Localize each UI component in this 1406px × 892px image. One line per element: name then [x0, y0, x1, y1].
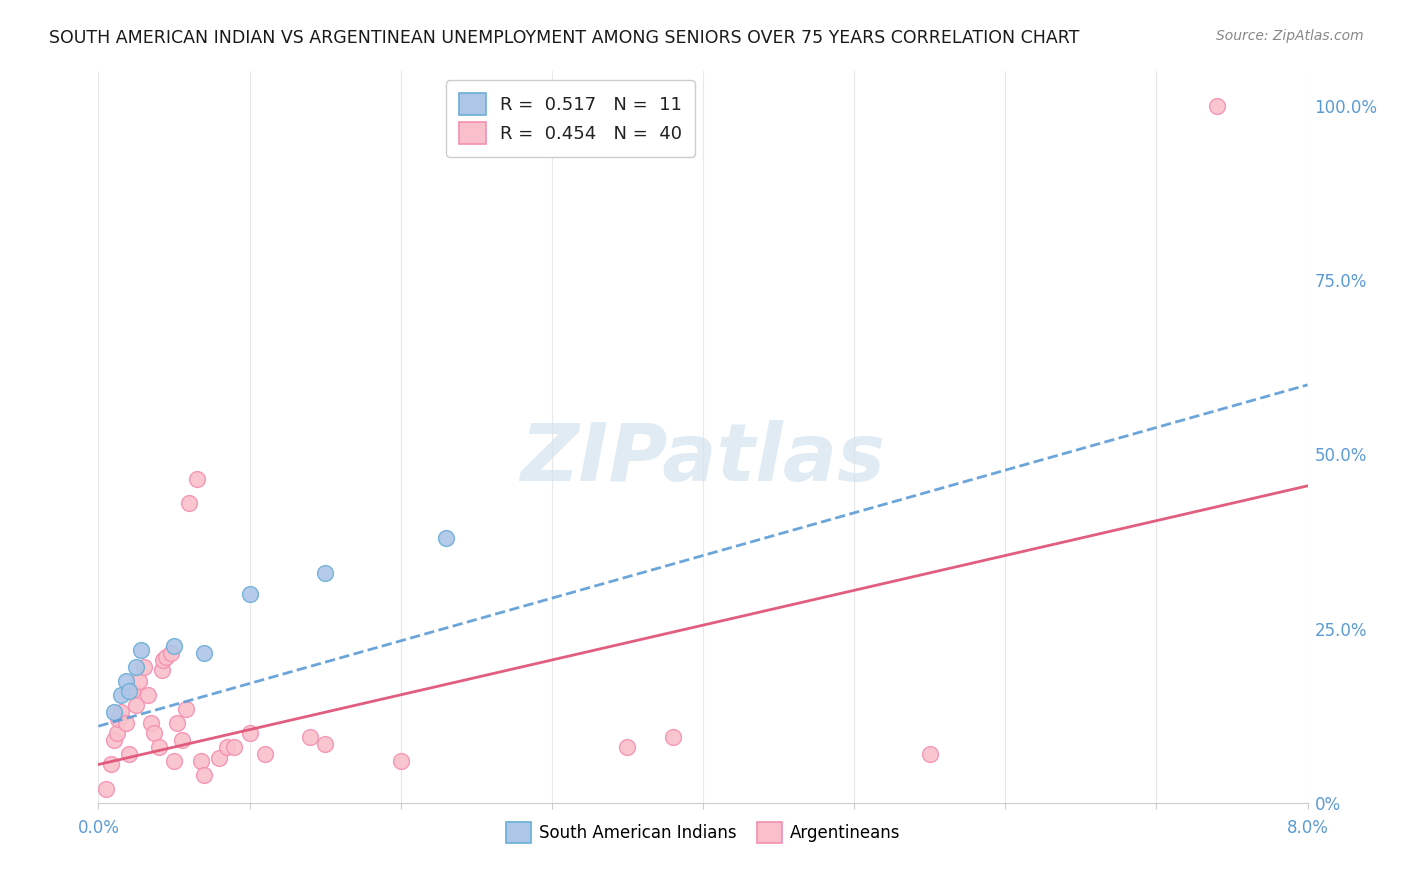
Point — [160, 646, 183, 660]
Point — [141, 715, 163, 730]
Point — [107, 712, 129, 726]
Point — [114, 673, 136, 688]
Point — [118, 747, 141, 761]
Point — [314, 737, 336, 751]
Text: SOUTH AMERICAN INDIAN VS ARGENTINEAN UNEMPLOYMENT AMONG SENIORS OVER 75 YEARS CO: SOUTH AMERICAN INDIAN VS ARGENTINEAN UNE… — [49, 29, 1080, 46]
Point — [193, 768, 215, 782]
Text: ZIPatlas: ZIPatlas — [520, 420, 886, 498]
Point — [434, 531, 457, 545]
Point — [174, 702, 197, 716]
Point — [121, 684, 143, 698]
Point — [143, 726, 166, 740]
Point — [299, 730, 322, 744]
Point — [208, 750, 231, 764]
Point — [239, 726, 262, 740]
Point — [103, 733, 125, 747]
Point — [224, 740, 246, 755]
Point — [136, 688, 159, 702]
Point — [129, 642, 152, 657]
Point — [128, 673, 150, 688]
Point — [114, 715, 136, 730]
Text: Source: ZipAtlas.com: Source: ZipAtlas.com — [1216, 29, 1364, 43]
Point — [166, 715, 188, 730]
Point — [132, 660, 155, 674]
Point — [215, 740, 238, 755]
Point — [103, 705, 125, 719]
Point — [100, 757, 122, 772]
Text: 0.0%: 0.0% — [77, 820, 120, 838]
Point — [105, 726, 128, 740]
Point — [179, 496, 201, 510]
Point — [110, 688, 132, 702]
Point — [918, 747, 941, 761]
Point — [253, 747, 276, 761]
Point — [190, 754, 212, 768]
Point — [94, 781, 117, 796]
Point — [110, 705, 132, 719]
Point — [125, 660, 148, 674]
Point — [118, 684, 141, 698]
Point — [314, 566, 336, 580]
Point — [239, 587, 262, 601]
Point — [661, 730, 683, 744]
Point — [616, 740, 638, 755]
Point — [150, 664, 173, 678]
Point — [155, 649, 177, 664]
Point — [125, 698, 148, 713]
Point — [193, 646, 215, 660]
Point — [389, 754, 412, 768]
Point — [170, 733, 193, 747]
Point — [186, 472, 208, 486]
Point — [152, 653, 174, 667]
Point — [163, 754, 186, 768]
Point — [1206, 99, 1229, 113]
Text: 8.0%: 8.0% — [1286, 820, 1329, 838]
Point — [148, 740, 170, 755]
Legend: South American Indians, Argentineans: South American Indians, Argentineans — [499, 815, 907, 849]
Point — [163, 639, 186, 653]
